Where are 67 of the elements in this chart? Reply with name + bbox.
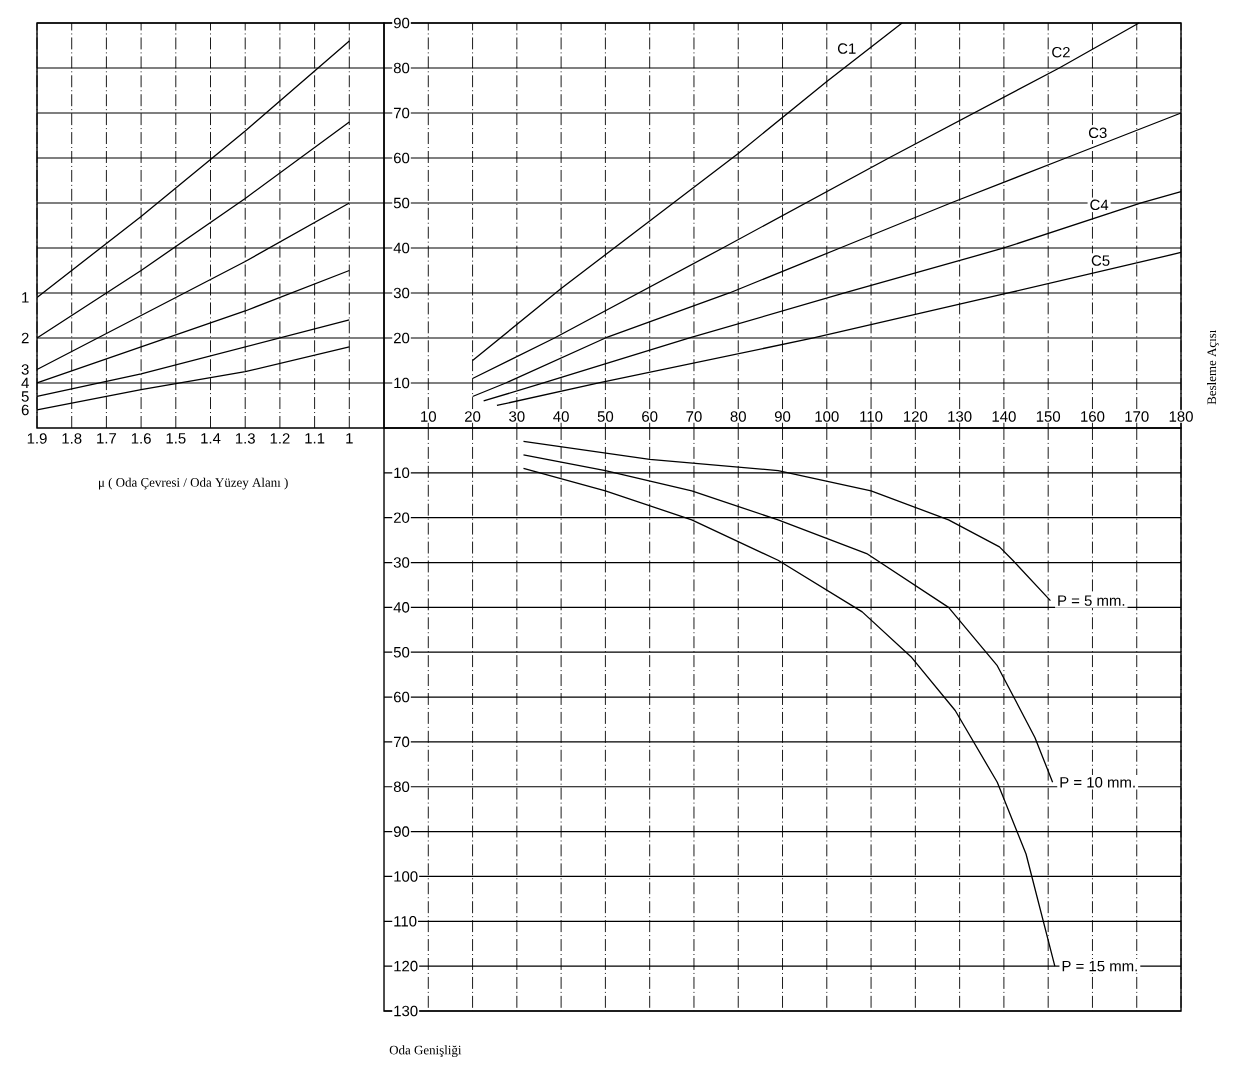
x-tick-label: 170 xyxy=(1125,411,1149,422)
x-tick-label: 1.7 xyxy=(97,433,117,444)
x-tick-label: 1.2 xyxy=(270,433,290,444)
series-label: 2 xyxy=(21,332,29,344)
x-tick-label: 60 xyxy=(642,411,658,422)
series-label: 1 xyxy=(22,292,29,303)
series-label: C1 xyxy=(837,43,856,54)
x-tick-label: 1.4 xyxy=(201,433,221,444)
x-tick-label: 1.5 xyxy=(166,433,186,444)
y-tick-label: 90 xyxy=(393,826,410,837)
x-tick-label: 1 xyxy=(346,433,353,444)
y-tick-label: 30 xyxy=(393,557,410,568)
y-tick-label: 130 xyxy=(394,1005,418,1017)
x-tick-label: 50 xyxy=(597,411,614,422)
y-tick-label: 10 xyxy=(394,467,410,479)
series-label: C5 xyxy=(1091,255,1110,266)
x-tick-label: 100 xyxy=(815,411,839,422)
x-tick-label: 150 xyxy=(1036,411,1061,422)
x-tick-label: 140 xyxy=(992,411,1016,422)
series-label: C4 xyxy=(1090,199,1109,211)
y-tick-label: 80 xyxy=(393,62,410,74)
x-tick-label: 180 xyxy=(1169,411,1193,422)
x-tick-label: 160 xyxy=(1081,411,1105,422)
x-tick-label: 1.1 xyxy=(305,433,325,444)
y-tick-label: 30 xyxy=(393,287,410,299)
x-tick-label: 20 xyxy=(465,411,481,422)
x-tick-label: 90 xyxy=(774,411,791,422)
x-tick-label: 1.6 xyxy=(131,433,151,444)
x-tick-label: 1.8 xyxy=(62,433,82,444)
x-tick-label: 70 xyxy=(686,411,702,422)
series-label: 6 xyxy=(21,404,29,416)
y-tick-label: 10 xyxy=(394,377,410,389)
y-tick-label: 50 xyxy=(393,646,410,658)
series-label: 3 xyxy=(21,364,29,375)
y-tick-label: 110 xyxy=(394,916,417,927)
y-tick-label: 60 xyxy=(393,691,410,703)
x-tick-label: 120 xyxy=(904,411,928,422)
series-label: P = 5 mm. xyxy=(1058,595,1125,606)
y-tick-label: 80 xyxy=(393,781,410,793)
x-axis-title: Oda Genişliği xyxy=(389,1045,462,1058)
x-tick-label: 1.3 xyxy=(235,433,255,444)
x-axis-title: μ ( Oda Çevresi / Oda Yüzey Alanı ) xyxy=(99,477,288,490)
y-tick-label: 90 xyxy=(393,17,410,29)
x-tick-label: 110 xyxy=(860,411,883,422)
x-tick-label: 1.9 xyxy=(27,433,47,444)
y-tick-label: 100 xyxy=(394,871,418,882)
x-tick-label: 80 xyxy=(730,411,746,422)
y-tick-label: 20 xyxy=(393,512,410,523)
x-tick-label: 10 xyxy=(421,411,437,422)
x-tick-label: 30 xyxy=(509,411,525,422)
y-tick-label: 40 xyxy=(393,602,410,613)
y-axis-title: Besleme Açısı xyxy=(1207,329,1219,405)
x-tick-label: 40 xyxy=(553,411,569,422)
series-label: C2 xyxy=(1052,46,1070,58)
y-tick-label: 120 xyxy=(394,960,418,972)
series-label: P = 10 mm. xyxy=(1060,776,1135,788)
y-tick-label: 70 xyxy=(393,736,410,748)
y-tick-label: 40 xyxy=(393,242,410,254)
y-tick-label: 20 xyxy=(393,332,410,344)
series-label: 4 xyxy=(21,377,29,389)
x-tick-label: 130 xyxy=(948,411,972,422)
y-tick-label: 50 xyxy=(393,197,410,209)
y-tick-label: 70 xyxy=(393,107,410,119)
y-tick-label: 60 xyxy=(393,152,410,164)
series-label: C3 xyxy=(1088,127,1107,139)
series-label: P = 15 mm. xyxy=(1062,960,1137,972)
series-label: 5 xyxy=(21,391,29,402)
